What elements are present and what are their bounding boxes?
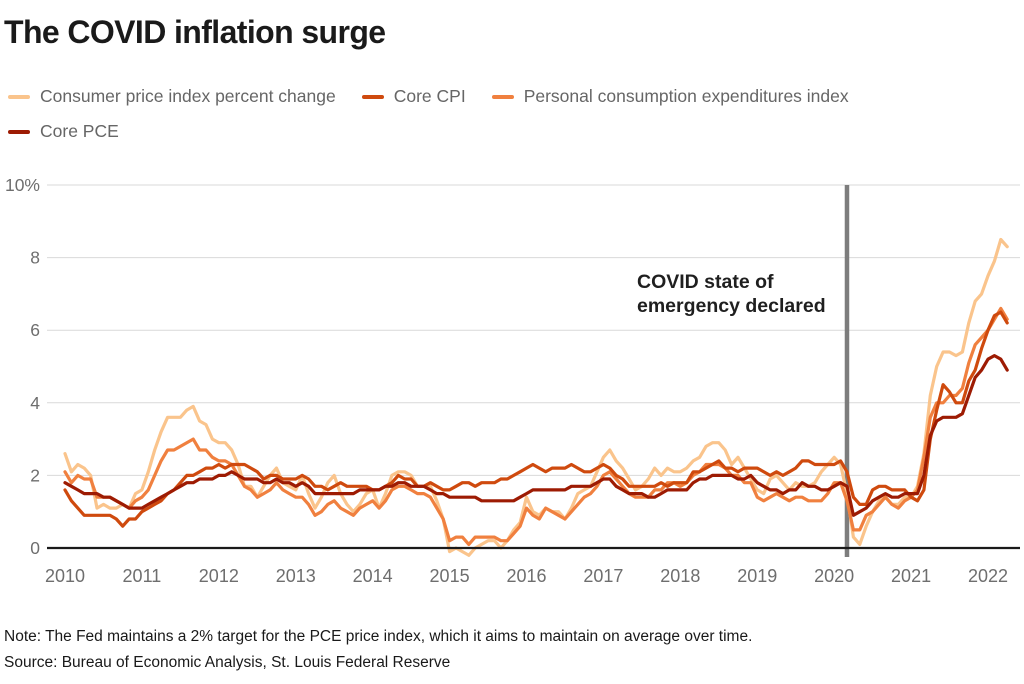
x-axis-tick-label: 2018 bbox=[660, 566, 700, 586]
legend-label-core-cpi: Core CPI bbox=[393, 86, 466, 106]
legend-label-cpi: Consumer price index percent change bbox=[40, 86, 336, 106]
line-chart-area: 0 2 4 6 8 10% 2010 2011 2012 2013 2014 2015 2016 2017… bbox=[0, 150, 1024, 610]
legend-label-core-pce: Core PCE bbox=[40, 121, 119, 141]
inflation-line-chart-svg: 0 2 4 6 8 10% 2010 2011 2012 2013 2014 2015 2016 2017… bbox=[5, 175, 1020, 586]
y-axis-tick-label: 0 bbox=[30, 538, 40, 558]
x-axis-tick-label: 2022 bbox=[968, 566, 1008, 586]
legend-label-pce: Personal consumption expenditures index bbox=[523, 86, 849, 106]
legend-item-cpi: Consumer price index percent change bbox=[8, 86, 336, 107]
covid-event-annotation: COVID state of emergency declared bbox=[637, 271, 826, 317]
chart-title: The COVID inflation surge bbox=[4, 14, 386, 50]
legend-row-2: Core PCE bbox=[8, 121, 119, 142]
legend-item-core-pce: Core PCE bbox=[8, 121, 119, 142]
legend-row-1: Consumer price index percent change Core… bbox=[8, 86, 849, 107]
x-axis-tick-label: 2010 bbox=[45, 566, 85, 586]
x-axis-tick-label: 2014 bbox=[353, 566, 393, 586]
legend-swatch-cpi bbox=[8, 94, 30, 99]
x-axis-tick-label: 2020 bbox=[814, 566, 854, 586]
x-axis-tick-label: 2012 bbox=[199, 566, 239, 586]
y-axis-tick-label: 2 bbox=[30, 465, 40, 485]
x-axis-tick-label: 2021 bbox=[891, 566, 931, 586]
legend-item-core-cpi: Core CPI bbox=[361, 86, 466, 107]
core-cpi-line bbox=[63, 310, 1009, 528]
legend-swatch-core-cpi bbox=[361, 94, 384, 99]
x-axis-tick-label: 2019 bbox=[737, 566, 777, 586]
legend-swatch-core-pce bbox=[8, 129, 30, 134]
core-pce-line bbox=[63, 354, 1009, 517]
chart-source: Source: Bureau of Economic Analysis, St.… bbox=[4, 654, 451, 671]
y-axis-tick-label: 4 bbox=[30, 393, 40, 413]
y-axis-tick-label: 6 bbox=[30, 320, 40, 340]
chart-note: Note: The Fed maintains a 2% target for … bbox=[4, 628, 753, 645]
x-axis-tick-label: 2013 bbox=[276, 566, 316, 586]
x-axis-tick-label: 2015 bbox=[430, 566, 470, 586]
x-axis-tick-label: 2017 bbox=[583, 566, 623, 586]
y-axis-tick-label: 10% bbox=[5, 175, 40, 195]
x-axis-tick-label: 2016 bbox=[506, 566, 546, 586]
pce-line bbox=[63, 306, 1009, 546]
legend-swatch-pce bbox=[491, 94, 514, 99]
x-axis-tick-label: 2011 bbox=[123, 566, 162, 586]
legend-item-pce: Personal consumption expenditures index bbox=[491, 86, 849, 107]
y-axis-tick-label: 8 bbox=[30, 248, 40, 268]
